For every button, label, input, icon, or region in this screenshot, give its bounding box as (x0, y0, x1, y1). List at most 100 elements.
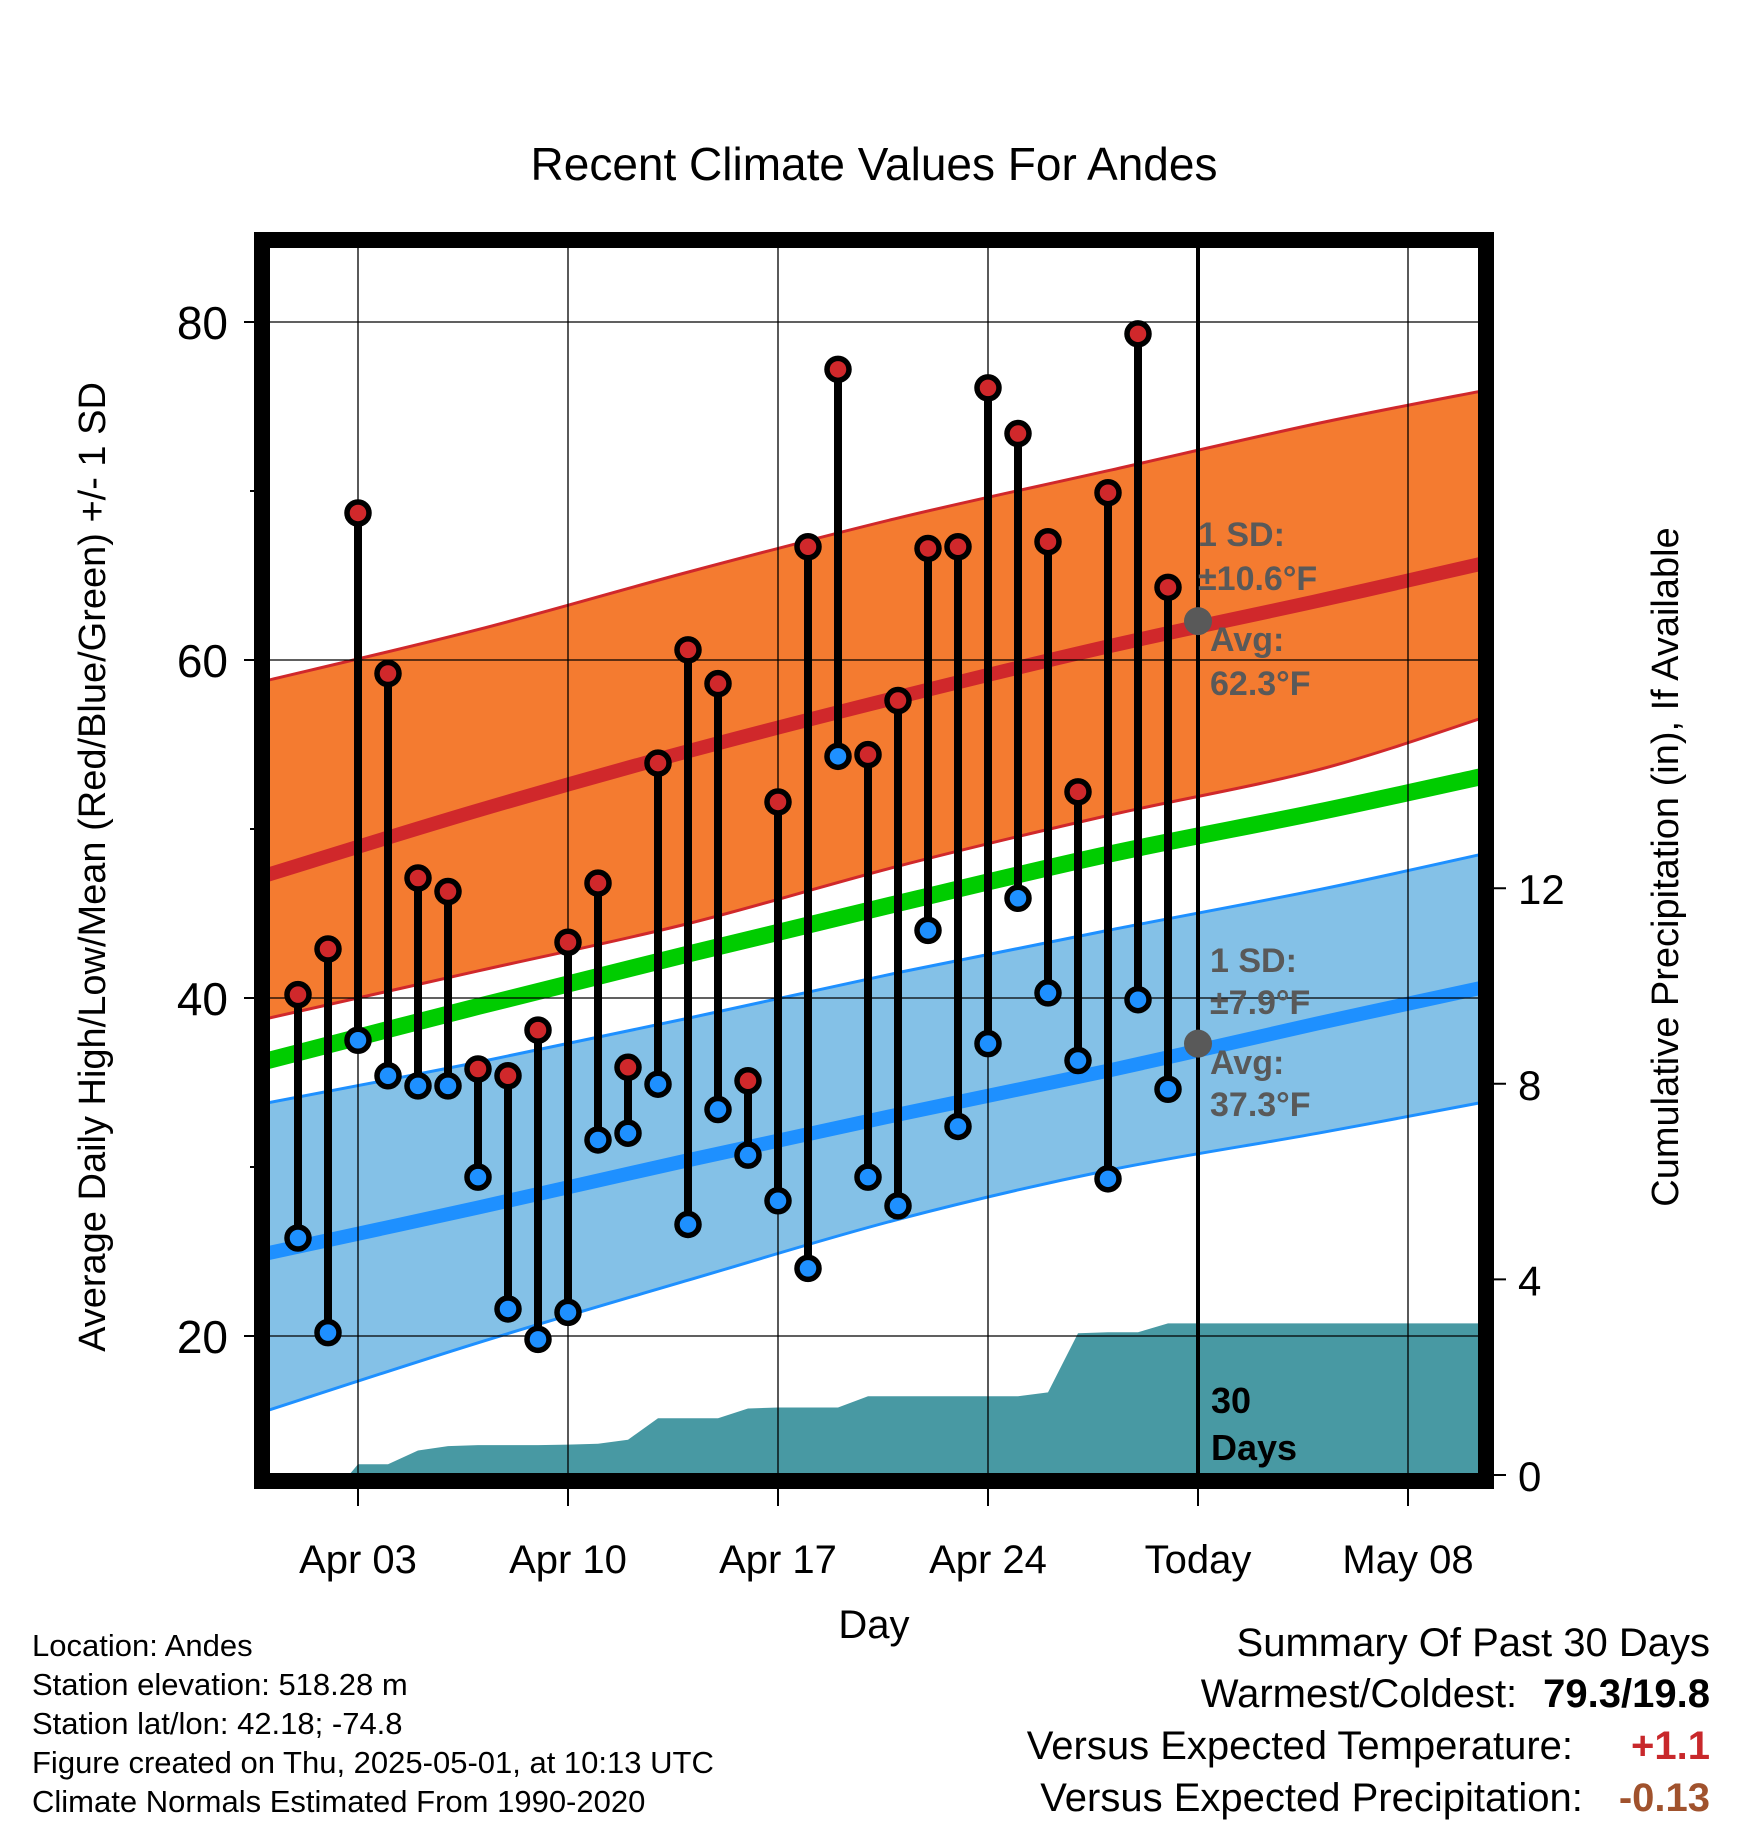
daily-low-point (1124, 985, 1152, 1014)
daily-low-point (1034, 979, 1062, 1007)
sd-annotations: 1 SD: ±10.6°F Avg: 62.3°F 1 SD: ±7.9°F Avg: 37.… (1184, 516, 1317, 1124)
daily-high-point (794, 533, 822, 561)
daily-low-point (554, 1298, 582, 1327)
daily-low-point (824, 742, 852, 771)
daily-low-point (764, 1187, 792, 1215)
high-sd-value: ±10.6°F (1198, 560, 1317, 598)
x-tick-label: Today (1145, 1538, 1252, 1582)
daily-low-point (1154, 1075, 1182, 1104)
daily-low-point (1094, 1165, 1122, 1193)
daily-high-point (374, 659, 402, 688)
daily-low-point (344, 1026, 372, 1054)
daily-low-point (1004, 884, 1032, 913)
daily-high-point (614, 1053, 642, 1082)
daily-high-point (554, 928, 582, 956)
warmest-coldest-label: Warmest/Coldest: (1200, 1672, 1518, 1716)
latlon-text: Station lat/lon: 42.18; -74.8 (32, 1706, 403, 1741)
daily-low-point (284, 1224, 312, 1252)
plot-frame (254, 232, 1494, 1489)
daily-low-point (704, 1095, 732, 1124)
daily-low-point (404, 1072, 432, 1100)
y-tick-label: 60 (177, 635, 228, 687)
y2-tick-label: 8 (1518, 1062, 1541, 1109)
x-tick-label: Apr 03 (299, 1538, 417, 1582)
low-sd-label: 1 SD: (1210, 942, 1297, 980)
high-sd-label: 1 SD: (1198, 516, 1285, 554)
daily-high-point (1034, 527, 1062, 556)
daily-low-point (464, 1163, 492, 1191)
low-sd-value: ±7.9°F (1210, 984, 1310, 1022)
daily-high-point (494, 1061, 522, 1090)
expected-precip-label: Versus Expected Precipitation: (1040, 1776, 1583, 1820)
daily-high-point (404, 864, 432, 892)
daily-low-point (974, 1029, 1002, 1058)
daily-high-point (1004, 419, 1032, 448)
summary-title: Summary Of Past 30 Days (1236, 1621, 1710, 1665)
y-tick-label: 40 (177, 973, 228, 1025)
daily-high-point (704, 669, 732, 698)
expected-temp-label: Versus Expected Temperature: (1026, 1724, 1574, 1768)
y-tick-label: 80 (177, 297, 228, 349)
precipitation-area (349, 1323, 1489, 1475)
x-axis-label: Day (838, 1603, 909, 1647)
daily-high-point (824, 355, 852, 384)
x-tick-label: Apr 10 (509, 1538, 627, 1582)
daily-high-point (974, 374, 1002, 402)
daily-high-point (884, 686, 912, 715)
created-text: Figure created on Thu, 2025-05-01, at 10… (32, 1745, 714, 1780)
expected-precip-value: -0.13 (1618, 1776, 1710, 1820)
x-tick-label: Apr 24 (929, 1538, 1047, 1582)
today-marker: 30 Days (1196, 246, 1297, 1475)
high-avg-label: Avg: (1210, 621, 1284, 659)
station-info: Location: Andes Station elevation: 518.2… (32, 1626, 714, 1821)
daily-high-point (734, 1067, 762, 1095)
daily-high-point (284, 980, 312, 1009)
low-avg-value: 37.3°F (1210, 1086, 1311, 1124)
plot-border (254, 232, 1494, 1489)
daily-low-point (794, 1254, 822, 1283)
daily-high-point (314, 935, 342, 963)
daily-high-point (524, 1016, 552, 1044)
daily-low-point (854, 1163, 882, 1191)
daily-high-point (344, 499, 372, 527)
expected-temp-value: +1.1 (1631, 1724, 1710, 1768)
high-upper-line (268, 389, 1480, 682)
daily-high-point (914, 534, 942, 563)
daily-low-point (884, 1192, 912, 1220)
daily-high-point (944, 533, 972, 561)
x-tick-label: Apr 17 (719, 1538, 837, 1582)
y-axis-label: Average Daily High/Low/Mean (Red/Blue/Gr… (72, 382, 114, 1352)
daily-high-point (1124, 320, 1152, 348)
daily-high-point (1064, 778, 1092, 806)
daily-low-point (374, 1061, 402, 1090)
precip-fill (349, 1323, 1489, 1475)
y2-axis-label: Cumulative Precipitation (in), If Availa… (1645, 527, 1687, 1206)
daily-low-point (644, 1070, 672, 1098)
daily-low-point (584, 1126, 612, 1154)
daily-low-point (434, 1072, 462, 1100)
daily-high-point (1094, 478, 1122, 507)
daily-range-bars (284, 320, 1182, 1354)
y-tick-label: 20 (177, 1311, 228, 1363)
chart-title: Recent Climate Values For Andes (531, 138, 1218, 190)
daily-low-point (1064, 1046, 1092, 1075)
daily-low-point (524, 1325, 552, 1354)
daily-high-point (674, 636, 702, 664)
y2-tick-label: 0 (1518, 1453, 1541, 1500)
daily-high-point (434, 877, 462, 906)
daily-low-point (494, 1295, 522, 1323)
daily-high-point (764, 788, 792, 816)
summary-panel: Summary Of Past 30 Days Warmest/Coldest:… (1027, 1618, 1710, 1824)
low-avg-marker (1184, 1029, 1212, 1058)
daily-high-point (1154, 573, 1182, 602)
axes: 20 40 60 80 0 4 8 12 Apr 03 Apr 10 Apr 17 Apr 24 Tod… (177, 297, 1565, 1582)
y2-tick-label: 4 (1518, 1257, 1541, 1304)
today-days-number: 30 (1211, 1380, 1251, 1421)
daily-low-point (944, 1112, 972, 1141)
today-days-label: Days (1211, 1427, 1297, 1468)
location-text: Location: Andes (32, 1628, 253, 1663)
elevation-text: Station elevation: 518.28 m (32, 1667, 408, 1702)
daily-high-point (464, 1055, 492, 1083)
warmest-coldest-value: 79.3/19.8 (1543, 1672, 1710, 1716)
